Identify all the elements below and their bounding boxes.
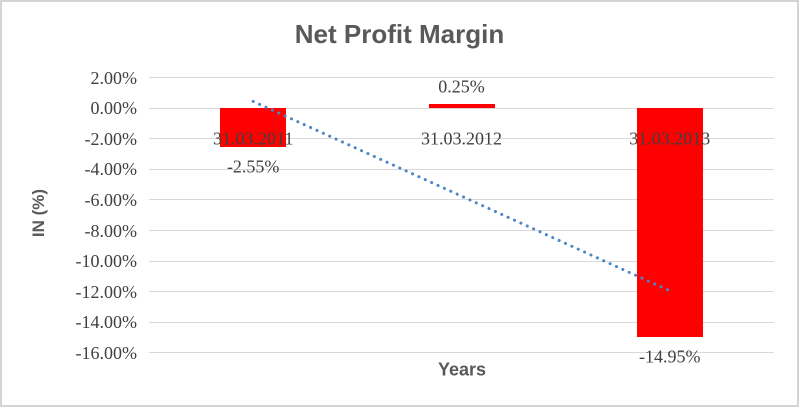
gridline <box>149 77 774 79</box>
data-label: 0.25% <box>438 76 485 97</box>
category-label: 31.03.2012 <box>421 128 502 149</box>
chart-bar <box>428 104 495 109</box>
data-label: -2.55% <box>226 156 280 177</box>
y-tick-label: -4.00% <box>84 159 138 180</box>
y-axis-title: IN (%) <box>29 188 48 238</box>
y-tick-label: 0.00% <box>90 98 138 119</box>
gridline <box>149 321 774 323</box>
y-tick-label: -16.00% <box>75 342 138 363</box>
category-label: 31.03.2013 <box>629 128 711 149</box>
y-tick-label: -10.00% <box>75 251 138 271</box>
y-tick-label: -6.00% <box>84 189 138 210</box>
x-axis-title: Years <box>437 359 487 380</box>
category-label: 31.03.2011 <box>213 128 294 149</box>
y-tick-label: -2.00% <box>84 128 138 149</box>
y-tick-label: -14.00% <box>75 312 138 333</box>
gridline <box>149 352 774 354</box>
y-tick-label: -8.00% <box>84 220 138 241</box>
y-tick-label: -12.00% <box>75 281 138 302</box>
data-label: -14.95% <box>639 346 701 367</box>
chart-title: Net Profit Margin <box>294 19 505 49</box>
y-tick-label: 2.00% <box>90 67 138 88</box>
